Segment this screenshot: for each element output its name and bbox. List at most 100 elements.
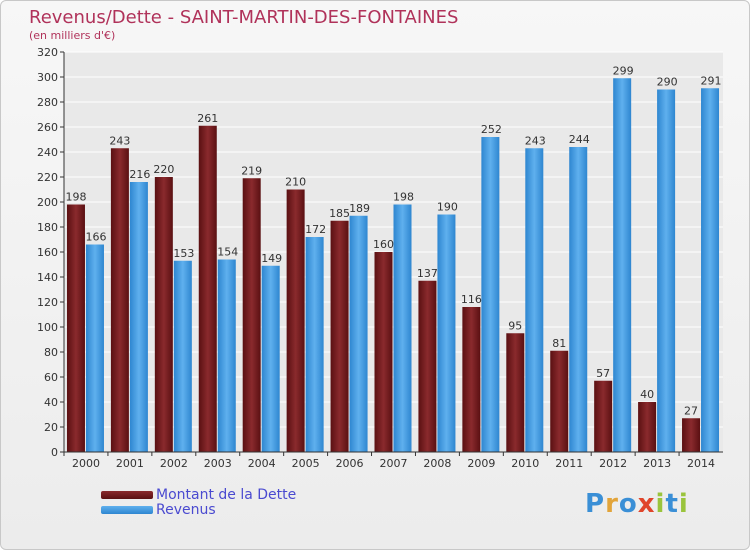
- data-label-revenus: 190: [437, 201, 458, 214]
- bar-revenus: [173, 260, 192, 452]
- y-tick-label: 240: [37, 146, 58, 159]
- logo-letter: r: [605, 489, 619, 519]
- data-label-dette: 185: [329, 207, 350, 220]
- bar-dette: [682, 418, 701, 452]
- data-label-dette: 210: [285, 176, 306, 189]
- bar-dette: [66, 204, 85, 452]
- chart-title: Revenus/Dette - SAINT-MARTIN-DES-FONTAIN…: [29, 7, 459, 28]
- bar-dette: [330, 220, 349, 452]
- data-label-revenus: 244: [569, 133, 590, 146]
- bar-dette: [154, 177, 173, 452]
- y-tick-label: 0: [51, 446, 58, 459]
- y-tick-label: 280: [37, 96, 58, 109]
- logo-letter: i: [655, 489, 666, 519]
- logo-letter: x: [637, 489, 656, 519]
- data-label-revenus: 291: [701, 74, 722, 87]
- data-label-revenus: 149: [261, 252, 282, 265]
- data-label-dette: 81: [552, 337, 566, 350]
- data-label-dette: 243: [109, 134, 130, 147]
- bar-dette: [550, 350, 569, 452]
- bar-dette: [110, 148, 129, 452]
- data-label-revenus: 290: [657, 76, 678, 89]
- bar-revenus: [657, 89, 676, 452]
- data-label-revenus: 153: [173, 247, 194, 260]
- x-tick-label: 2014: [687, 457, 715, 470]
- bar-dette: [638, 402, 657, 452]
- bar-revenus: [525, 148, 544, 452]
- chart-subtitle: (en milliers d'€): [29, 29, 116, 42]
- y-tick-label: 180: [37, 221, 58, 234]
- data-label-revenus: 243: [525, 134, 546, 147]
- x-tick-label: 2013: [643, 457, 671, 470]
- bar-revenus: [481, 137, 500, 452]
- data-label-revenus: 154: [217, 246, 238, 259]
- x-tick-label: 2010: [511, 457, 539, 470]
- x-tick-label: 2012: [599, 457, 627, 470]
- y-tick-label: 80: [44, 346, 58, 359]
- data-label-revenus: 198: [393, 191, 414, 204]
- logo-letter: P: [585, 489, 606, 519]
- legend-label-revenus: Revenus: [156, 502, 216, 518]
- x-tick-label: 2005: [292, 457, 320, 470]
- logo-letter: i: [678, 489, 689, 519]
- logo-letter: t: [665, 489, 679, 519]
- data-label-dette: 137: [417, 267, 438, 280]
- y-tick-label: 100: [37, 321, 58, 334]
- legend-label-dette: Montant de la Dette: [156, 487, 297, 503]
- y-tick-label: 60: [44, 371, 58, 384]
- data-label-dette: 27: [684, 404, 698, 417]
- legend-item-revenus: Revenus: [101, 502, 216, 518]
- bar-revenus: [85, 244, 104, 452]
- bar-dette: [418, 280, 437, 452]
- proxiti-logo: Proxiti: [585, 489, 689, 519]
- legend-item-dette: Montant de la Dette: [101, 487, 297, 503]
- y-tick-label: 160: [37, 246, 58, 259]
- y-tick-label: 220: [37, 171, 58, 184]
- x-tick-label: 2001: [116, 457, 144, 470]
- data-label-dette: 160: [373, 238, 394, 251]
- bar-revenus: [613, 78, 632, 452]
- x-tick-label: 2008: [423, 457, 451, 470]
- data-label-dette: 220: [153, 163, 174, 176]
- y-tick-label: 140: [37, 271, 58, 284]
- x-tick-label: 2011: [555, 457, 583, 470]
- y-tick-label: 20: [44, 421, 58, 434]
- bar-revenus: [305, 237, 324, 452]
- bar-dette: [198, 125, 217, 452]
- data-label-revenus: 189: [349, 202, 370, 215]
- data-label-revenus: 216: [129, 168, 150, 181]
- bar-dette: [242, 178, 261, 452]
- logo-letter: o: [618, 489, 638, 519]
- bar-revenus: [569, 147, 588, 452]
- bar-revenus: [217, 259, 236, 452]
- bar-dette: [594, 380, 613, 452]
- bar-revenus: [701, 88, 720, 452]
- bar-dette: [462, 307, 481, 452]
- data-label-dette: 219: [241, 164, 262, 177]
- bar-revenus: [129, 182, 148, 452]
- data-label-revenus: 299: [613, 64, 634, 77]
- y-tick-label: 320: [37, 46, 58, 59]
- y-tick-label: 200: [37, 196, 58, 209]
- legend-swatch-dette: [101, 491, 153, 499]
- legend-swatch-revenus: [101, 506, 153, 514]
- x-tick-label: 2000: [72, 457, 100, 470]
- data-label-dette: 198: [65, 191, 86, 204]
- y-tick-label: 260: [37, 121, 58, 134]
- data-label-dette: 57: [596, 367, 610, 380]
- y-tick-label: 40: [44, 396, 58, 409]
- data-label-dette: 95: [508, 319, 522, 332]
- bar-revenus: [261, 265, 280, 452]
- data-label-dette: 261: [197, 112, 218, 125]
- bar-dette: [286, 189, 305, 452]
- x-tick-label: 2007: [380, 457, 408, 470]
- bar-dette: [374, 252, 393, 452]
- bar-revenus: [437, 214, 456, 452]
- x-tick-label: 2002: [160, 457, 188, 470]
- data-label-dette: 116: [461, 293, 482, 306]
- x-tick-label: 2003: [204, 457, 232, 470]
- x-tick-label: 2009: [467, 457, 495, 470]
- data-label-revenus: 172: [305, 223, 326, 236]
